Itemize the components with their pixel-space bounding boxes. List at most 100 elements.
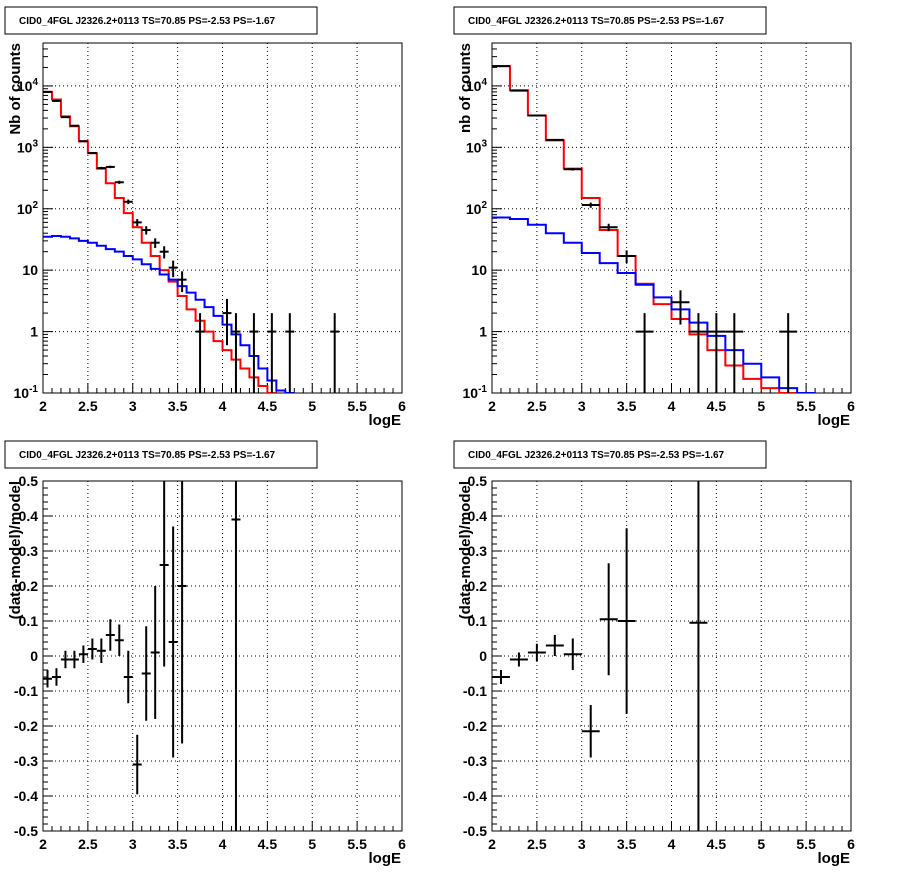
data-point bbox=[581, 705, 600, 758]
chart-title-box bbox=[453, 6, 767, 35]
data-point bbox=[141, 226, 151, 235]
y-tick-label: -0.1 bbox=[14, 683, 38, 699]
y-tick-label: 0.3 bbox=[19, 543, 39, 559]
data-point bbox=[545, 635, 564, 656]
data-point bbox=[69, 124, 79, 127]
y-tick-label: 103 bbox=[466, 138, 488, 155]
data-point bbox=[563, 167, 582, 171]
y-tick-label: 10-1 bbox=[463, 384, 488, 401]
data-point bbox=[60, 650, 70, 669]
data-point bbox=[617, 528, 636, 714]
y-tick-label: 102 bbox=[466, 200, 488, 217]
x-axis-title: logE bbox=[818, 412, 851, 429]
y-tick-label: 103 bbox=[17, 138, 39, 155]
y-tick-label: 10-1 bbox=[14, 384, 39, 401]
data-point bbox=[231, 481, 241, 831]
x-tick-label: 2 bbox=[488, 836, 496, 852]
data-point bbox=[617, 250, 636, 264]
data-point bbox=[105, 619, 115, 651]
data-point bbox=[69, 650, 79, 669]
data-point bbox=[132, 734, 142, 795]
x-tick-label: 2 bbox=[39, 398, 47, 414]
x-tick-label: 6 bbox=[847, 398, 855, 414]
y-tick-label: -0.2 bbox=[463, 718, 487, 734]
x-tick-label: 6 bbox=[398, 398, 406, 414]
series-layer bbox=[492, 65, 816, 393]
data-point bbox=[168, 526, 178, 758]
y-tick-label: 102 bbox=[17, 200, 39, 217]
x-tick-label: 3.5 bbox=[617, 398, 637, 414]
data-point bbox=[96, 638, 106, 663]
x-tick-label: 2.5 bbox=[78, 836, 98, 852]
data-point bbox=[159, 481, 169, 667]
y-tick-label: -0.3 bbox=[463, 753, 487, 769]
data-point bbox=[527, 114, 546, 117]
x-tick-label: 5.5 bbox=[796, 398, 816, 414]
y-tick-label: 0.5 bbox=[19, 473, 39, 489]
data-point bbox=[707, 313, 726, 393]
x-tick-label: 4 bbox=[668, 398, 676, 414]
x-tick-label: 3 bbox=[129, 398, 137, 414]
x-tick-label: 5.5 bbox=[347, 398, 367, 414]
data-point bbox=[599, 563, 618, 676]
y-tick-label: 104 bbox=[466, 77, 488, 94]
data-point bbox=[132, 219, 142, 227]
x-axis-title: logE bbox=[818, 850, 851, 867]
data-point bbox=[581, 202, 600, 208]
y-tick-label: 0 bbox=[479, 648, 487, 664]
data-point bbox=[635, 313, 654, 393]
data-point bbox=[177, 271, 187, 293]
y-tick-label: -0.3 bbox=[14, 753, 38, 769]
data-point bbox=[60, 116, 70, 119]
data-point bbox=[96, 166, 106, 170]
x-tick-label: 4.5 bbox=[258, 836, 278, 852]
x-tick-label: 3.5 bbox=[168, 836, 188, 852]
x-tick-label: 4 bbox=[219, 398, 227, 414]
chart-panel-4: CID0_4FGL J2326.2+0113 TS=70.85 PS=-2.53… bbox=[453, 440, 855, 867]
data-point bbox=[689, 481, 708, 831]
data-point bbox=[87, 638, 97, 660]
x-tick-label: 4 bbox=[668, 836, 676, 852]
data-point bbox=[114, 180, 124, 184]
chart-title: CID0_4FGL J2326.2+0113 TS=70.85 PS=-2.53… bbox=[468, 16, 725, 27]
data-point bbox=[779, 313, 798, 393]
y-tick-label: -0.2 bbox=[14, 718, 38, 734]
y-tick-label: -0.4 bbox=[14, 788, 38, 804]
chart-panel-3: CID0_4FGL J2326.2+0113 TS=70.85 PS=-2.53… bbox=[4, 440, 406, 867]
x-tick-label: 6 bbox=[847, 836, 855, 852]
y-tick-label: 0.1 bbox=[468, 613, 488, 629]
x-tick-label: 5 bbox=[308, 398, 316, 414]
x-tick-label: 5 bbox=[757, 836, 765, 852]
y-tick-label: 0.4 bbox=[468, 508, 488, 524]
x-tick-label: 6 bbox=[398, 836, 406, 852]
y-tick-label: -0.5 bbox=[463, 823, 487, 839]
data-point bbox=[43, 90, 52, 93]
y-tick-label: 0 bbox=[30, 648, 38, 664]
y-axis-title: Nb of counts bbox=[7, 43, 24, 135]
series-layer bbox=[43, 90, 340, 393]
x-axis-title: logE bbox=[369, 412, 402, 429]
x-tick-label: 5 bbox=[308, 836, 316, 852]
series-layer bbox=[492, 481, 708, 831]
chart-title: CID0_4FGL J2326.2+0113 TS=70.85 PS=-2.53… bbox=[19, 16, 276, 27]
x-tick-label: 2.5 bbox=[78, 398, 98, 414]
data-point bbox=[78, 140, 88, 143]
x-tick-label: 5 bbox=[757, 398, 765, 414]
data-point bbox=[527, 643, 546, 662]
x-axis-title: logE bbox=[369, 850, 402, 867]
y-axis-title: (data-model)/model bbox=[457, 481, 474, 619]
y-tick-label: -0.5 bbox=[14, 823, 38, 839]
component-model-histogram bbox=[492, 216, 816, 393]
data-point bbox=[330, 313, 340, 393]
x-tick-label: 3.5 bbox=[617, 836, 637, 852]
chart-title-box bbox=[453, 440, 767, 469]
x-tick-label: 4 bbox=[219, 836, 227, 852]
chart-title-box bbox=[4, 6, 318, 35]
data-point bbox=[141, 626, 151, 721]
data-point bbox=[87, 151, 97, 154]
y-axis-title: nb of counts bbox=[457, 43, 474, 133]
x-tick-label: 4.5 bbox=[258, 398, 278, 414]
y-tick-label: 10 bbox=[22, 262, 38, 278]
data-point bbox=[509, 652, 528, 667]
data-point bbox=[51, 99, 61, 102]
